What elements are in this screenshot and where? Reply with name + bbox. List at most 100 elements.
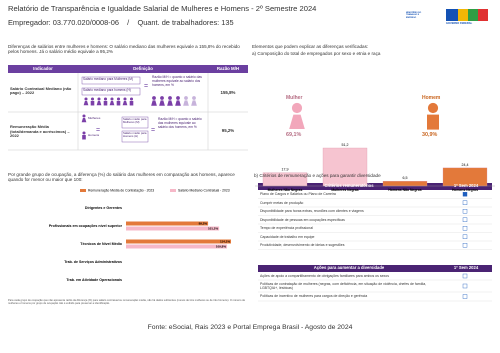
separator: / (127, 18, 130, 27)
legend-swatch (170, 189, 176, 192)
person-icon (103, 100, 108, 106)
person-icon (175, 100, 181, 106)
intro-text: Diferenças de salários entre mulheres e … (8, 44, 240, 55)
person-icon (289, 114, 305, 129)
category-label: Trab. de Serviços Administrativos (64, 260, 122, 264)
category-label: Homens Não Negros (388, 188, 421, 192)
indicator: Salário Contratual Mediano (não pago) – … (10, 85, 72, 96)
legend-label: Salário Mediano Contratual - 2023 (178, 189, 230, 193)
definition-label: Homens (88, 133, 100, 137)
legend-label: Remuneração Média de Contratação - 2023 (88, 189, 154, 193)
indicator: Remuneração Média (total/demanda e acrés… (10, 124, 70, 139)
category-label: Mulheres Negras (331, 188, 358, 192)
men-share: 30,9% (422, 132, 438, 138)
composition-intro: Elementos que podem explicar as diferenç… (252, 44, 369, 49)
definition-label: Salário mediano para Mulheres (M) (83, 77, 133, 81)
equals-sign: = (151, 127, 155, 134)
definition-label: Salário médio para Mulheres (M) (123, 117, 147, 125)
value-label: 109,8% (216, 244, 227, 248)
category-label: Homens Negros (452, 188, 478, 192)
row-text: Políticas de contratação de mulheres (ne… (260, 281, 427, 290)
criteria-header-bg (258, 183, 492, 190)
person-icon (90, 100, 95, 106)
person-icon (183, 100, 189, 106)
table-header: Ações para aumentar a diversidade (313, 265, 385, 270)
label-box (121, 130, 149, 143)
gov-logo-shape (458, 9, 468, 21)
legend-swatch (80, 189, 86, 192)
person-icon (159, 100, 165, 106)
employer-line: Empregador: 03.770.020/0008-06 / Quant. … (8, 18, 234, 28)
person-icon (427, 102, 439, 114)
value-label: 114,1% (220, 239, 230, 243)
label-box (81, 87, 141, 96)
row-text: Disponibilidade para horas extras, reuni… (260, 209, 364, 214)
person-icon (152, 96, 156, 100)
gov-logo-text: GOVERNO FEDERAL (446, 22, 473, 25)
person-icon (123, 97, 127, 101)
composition-subtitle: a) Composição do total de empregados por… (252, 51, 381, 56)
table-header: Critérios remuneratórios (324, 183, 374, 188)
person-icon (97, 97, 101, 101)
bar (126, 226, 220, 231)
actions-header-bg (258, 265, 492, 272)
person-icon (110, 97, 114, 101)
person-icon (122, 100, 128, 106)
equals-sign: = (144, 83, 148, 90)
person-icon (90, 97, 95, 101)
person-icon (84, 97, 88, 101)
person-icon (160, 96, 164, 100)
table-header: 1º Sem 2024 (453, 183, 479, 188)
employer: Empregador: 03.770.020/0008-06 (8, 18, 119, 27)
row-text: Tempo de experiência profissional (260, 226, 313, 231)
definition-label: Salário médio para Homens (H) (123, 131, 147, 139)
table-header: Razão M/H (216, 66, 240, 71)
value-label: 89,2% (199, 221, 208, 225)
label-box (81, 76, 141, 85)
row-text: Cumprir metas de produção (260, 200, 304, 205)
table-header: 1º Sem 2024 (453, 265, 479, 270)
checkbox (462, 294, 468, 299)
checkbox (462, 226, 468, 231)
person-icon (109, 100, 115, 106)
person-icon (82, 131, 86, 135)
person-icon (129, 97, 134, 101)
title: Relatório de Transparência e Igualdade S… (8, 4, 317, 13)
gov-logo-shape (446, 9, 458, 21)
person-icon (291, 102, 303, 114)
person-icon (167, 100, 173, 106)
checkbox (462, 192, 468, 197)
row-text: Ações de apoio a compartilhamento de obr… (260, 273, 389, 278)
definition-label: Mulheres (88, 116, 101, 120)
value-label: 51,2 (342, 143, 349, 147)
row-text: Políticas de incentivo de mulheres para … (260, 294, 368, 299)
occupation-intro: Por grande grupo de ocupação, a diferenç… (8, 172, 235, 183)
bar (126, 239, 231, 244)
checkbox (462, 200, 468, 205)
row-text: Disponibilidade de pessoas em ocupações … (260, 217, 345, 222)
checkbox (462, 273, 468, 279)
checkbox (462, 217, 468, 222)
person-icon (129, 100, 134, 106)
row-text: Produtividade, desenvolvimento de ideias… (260, 243, 345, 248)
checkbox (462, 209, 468, 214)
person-icon (82, 134, 86, 140)
person-icon (168, 96, 172, 100)
category-label: Mulheres Não Negras (268, 188, 303, 192)
definition-label: Salário mediano para homens (H) (83, 88, 131, 92)
person-icon (81, 117, 87, 123)
value-label: 101,2% (208, 226, 219, 230)
checkbox (462, 243, 468, 248)
criteria-subtitle: b) Critérios de remuneração e ações para… (254, 173, 381, 178)
women-label: Mulher (286, 95, 303, 101)
label-box (121, 116, 149, 129)
person-icon (151, 100, 157, 106)
person-icon (82, 114, 86, 118)
bar (322, 147, 368, 187)
bar (126, 244, 228, 249)
ministry-logo-box (406, 6, 428, 28)
gov-logo-shape (478, 9, 488, 21)
category-label: Técnicos de Nível Médio (80, 242, 123, 246)
